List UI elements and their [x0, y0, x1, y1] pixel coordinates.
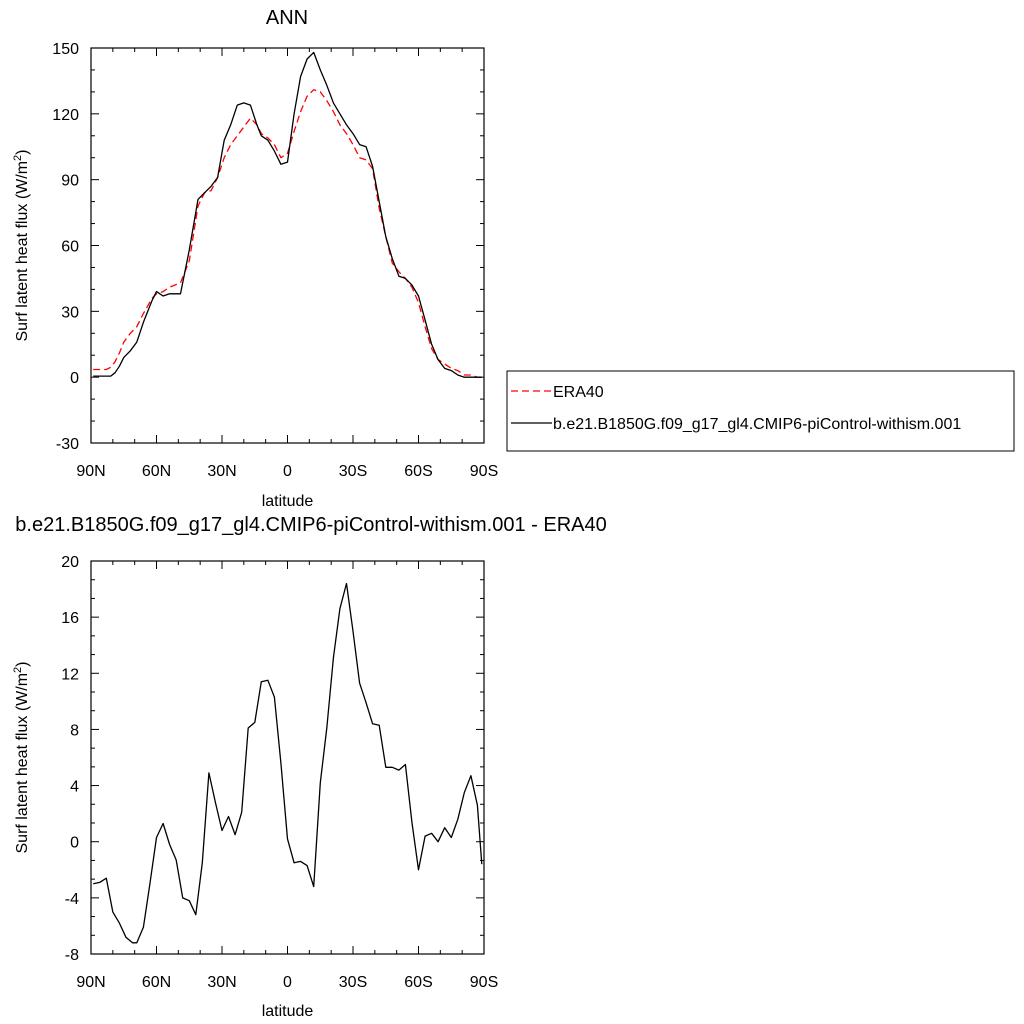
- bottom-xtick-label: 30N: [207, 974, 236, 991]
- top-y-axis-label: Surf latent heat flux (W/m2): [12, 150, 31, 342]
- bottom-y-axis-label-sup: 2: [12, 667, 24, 673]
- legend-label-1: b.e21.B1850G.f09_g17_gl4.CMIP6-piControl…: [553, 416, 961, 433]
- bottom-plot-frame: [90, 560, 485, 955]
- bottom-chart-title: b.e21.B1850G.f09_g17_gl4.CMIP6-piControl…: [15, 514, 606, 536]
- top-plot-frame: [90, 47, 485, 444]
- bottom-x-axis-label: latitude: [262, 1003, 314, 1020]
- top-series-line-1: [93, 51, 482, 378]
- top-ytick-label: 120: [52, 107, 79, 124]
- top-xtick-label: 60S: [404, 463, 432, 480]
- bottom-xtick-label: 90N: [76, 974, 105, 991]
- bottom-xtick-label: 30S: [339, 974, 367, 991]
- bottom-ytick-label: 0: [70, 835, 79, 852]
- bottom-ytick-label: -4: [65, 891, 79, 908]
- bottom-y-axis-label-main: Surf latent heat flux (W/m: [14, 673, 31, 854]
- bottom-ytick-label: 20: [61, 554, 79, 571]
- bottom-y-axis-label: Surf latent heat flux (W/m2): [12, 662, 31, 854]
- top-xtick-label: 0: [283, 463, 292, 480]
- legend: ERA40 b.e21.B1850G.f09_g17_gl4.CMIP6-piCo…: [506, 370, 1015, 452]
- top-ytick-label: 150: [52, 41, 79, 58]
- bottom-ytick-label: 4: [70, 779, 79, 796]
- top-y-axis-label-close: ): [14, 150, 31, 155]
- bottom-xtick-label: 0: [283, 974, 292, 991]
- bottom-ytick-label: -8: [65, 947, 79, 964]
- top-series-line-0: [93, 89, 482, 378]
- bottom-y-axis-label-close: ): [14, 662, 31, 667]
- bottom-ytick-label: 12: [61, 666, 79, 683]
- top-xtick-label: 60N: [142, 463, 171, 480]
- top-x-axis-label: latitude: [262, 493, 314, 510]
- top-xtick-label: 90S: [470, 463, 498, 480]
- bottom-chart: b.e21.B1850G.f09_g17_gl4.CMIP6-piControl…: [12, 514, 607, 1020]
- top-ytick-label: 90: [61, 173, 79, 190]
- bottom-xtick-label: 60S: [404, 974, 432, 991]
- top-ytick-label: 30: [61, 304, 79, 321]
- top-y-axis-label-sup: 2: [12, 155, 24, 161]
- top-chart: ANN -30 0 30 60 90 120 150 90N 60N 30N 0 30S 60S 90S la…: [12, 7, 1015, 510]
- top-chart-title: ANN: [266, 7, 308, 29]
- top-xtick-label: 30S: [339, 463, 367, 480]
- top-xtick-label: 30N: [207, 463, 236, 480]
- bottom-ytick-label: 8: [70, 722, 79, 739]
- bottom-series-line-0: [93, 582, 483, 944]
- top-ytick-label: 60: [61, 239, 79, 256]
- top-y-axis-label-main: Surf latent heat flux (W/m: [14, 161, 31, 342]
- top-ytick-label: -30: [56, 436, 79, 453]
- legend-box: [506, 370, 1015, 452]
- top-xtick-label: 90N: [76, 463, 105, 480]
- bottom-xtick-label: 90S: [470, 974, 498, 991]
- legend-label-0: ERA40: [553, 384, 604, 401]
- bottom-ytick-label: 16: [61, 610, 79, 627]
- bottom-xtick-label: 60N: [142, 974, 171, 991]
- top-ytick-label: 0: [70, 370, 79, 387]
